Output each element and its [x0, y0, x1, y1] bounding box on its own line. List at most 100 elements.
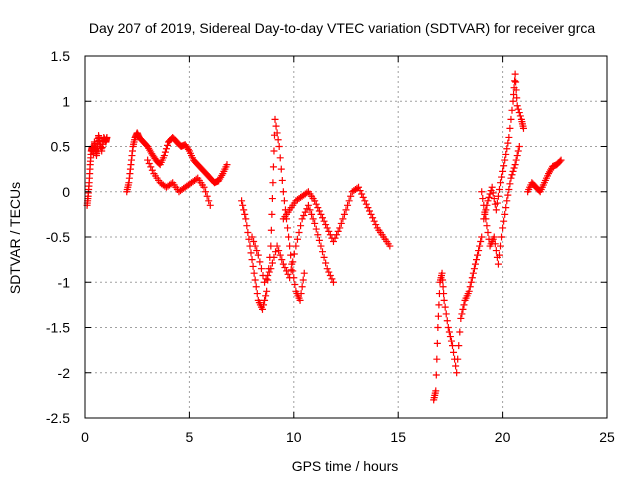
data-point [485, 193, 493, 201]
data-point [300, 212, 308, 220]
data-point [323, 265, 331, 273]
data-point [287, 266, 295, 274]
data-point [440, 296, 448, 304]
data-point [279, 260, 287, 268]
data-point [440, 290, 448, 298]
data-point [306, 206, 314, 214]
data-point [475, 247, 483, 255]
data-point [466, 283, 474, 291]
data-point [434, 312, 442, 320]
data-point [264, 271, 272, 279]
data-point [476, 242, 484, 250]
data-point [342, 206, 350, 214]
data-point [490, 195, 498, 203]
data-point [285, 233, 293, 241]
data-point [470, 265, 478, 273]
data-point [253, 247, 261, 255]
data-point [494, 192, 502, 200]
data-point [315, 236, 323, 244]
data-point [477, 238, 485, 246]
data-point [299, 276, 307, 284]
data-point [328, 275, 336, 283]
data-point [303, 189, 311, 197]
data-point [275, 143, 283, 150]
data-point [317, 210, 325, 218]
y-tick-label: -2.5 [46, 410, 70, 426]
data-point [439, 283, 447, 291]
data-point [495, 185, 503, 193]
data-point [480, 201, 488, 209]
data-point [256, 258, 264, 266]
data-point [483, 222, 491, 230]
data-point [144, 156, 152, 164]
data-point [511, 77, 519, 85]
data-point [513, 152, 521, 160]
data-point [280, 197, 288, 205]
data-point [469, 269, 477, 277]
data-point [192, 175, 200, 183]
data-point [519, 124, 527, 132]
data-point [276, 251, 284, 259]
data-point [492, 247, 500, 255]
data-point [339, 215, 347, 223]
data-point [386, 242, 394, 250]
data-point [270, 147, 278, 155]
data-point [277, 165, 285, 173]
data-point [184, 145, 192, 153]
data-point [497, 242, 505, 250]
data-point [506, 180, 514, 188]
data-point [276, 154, 284, 162]
data-point [516, 112, 524, 120]
data-point [333, 231, 341, 239]
data-point [325, 268, 333, 276]
data-point [511, 70, 519, 78]
data-point [163, 141, 171, 149]
data-point [435, 301, 443, 309]
data-point [432, 387, 440, 395]
data-point [272, 122, 280, 130]
data-point [325, 227, 333, 235]
y-tick-label: -1 [58, 274, 71, 290]
data-point [248, 256, 256, 264]
data-point [322, 259, 330, 267]
data-point [510, 164, 518, 172]
data-point [491, 240, 499, 248]
data-point [557, 156, 565, 164]
data-point [370, 217, 378, 225]
data-point [488, 183, 496, 191]
data-point [507, 174, 515, 182]
data-point [287, 251, 295, 259]
data-point [486, 190, 494, 198]
data-point [512, 156, 520, 164]
data-point [250, 238, 258, 246]
data-point [460, 301, 468, 309]
data-point [319, 214, 327, 222]
data-point [323, 224, 331, 232]
data-point [269, 163, 277, 171]
data-point [162, 145, 170, 153]
data-point [498, 233, 506, 241]
data-series [524, 156, 565, 196]
data-point [238, 197, 246, 205]
data-point [453, 369, 461, 377]
data-point [347, 192, 355, 200]
data-point [252, 283, 260, 291]
data-point [271, 115, 279, 123]
data-point [300, 269, 308, 277]
data-point [320, 253, 328, 261]
data-point [295, 228, 303, 236]
data-point [243, 222, 251, 230]
y-tick-label: 1 [62, 93, 70, 109]
data-point [253, 290, 261, 298]
data-point [481, 208, 489, 216]
data-point [362, 200, 370, 208]
data-point [329, 238, 337, 246]
data-point [445, 328, 453, 336]
data-point [503, 197, 511, 205]
data-point [247, 249, 255, 257]
data-point [268, 195, 276, 203]
data-point [499, 167, 507, 175]
data-point [511, 161, 519, 169]
data-point [145, 159, 153, 167]
